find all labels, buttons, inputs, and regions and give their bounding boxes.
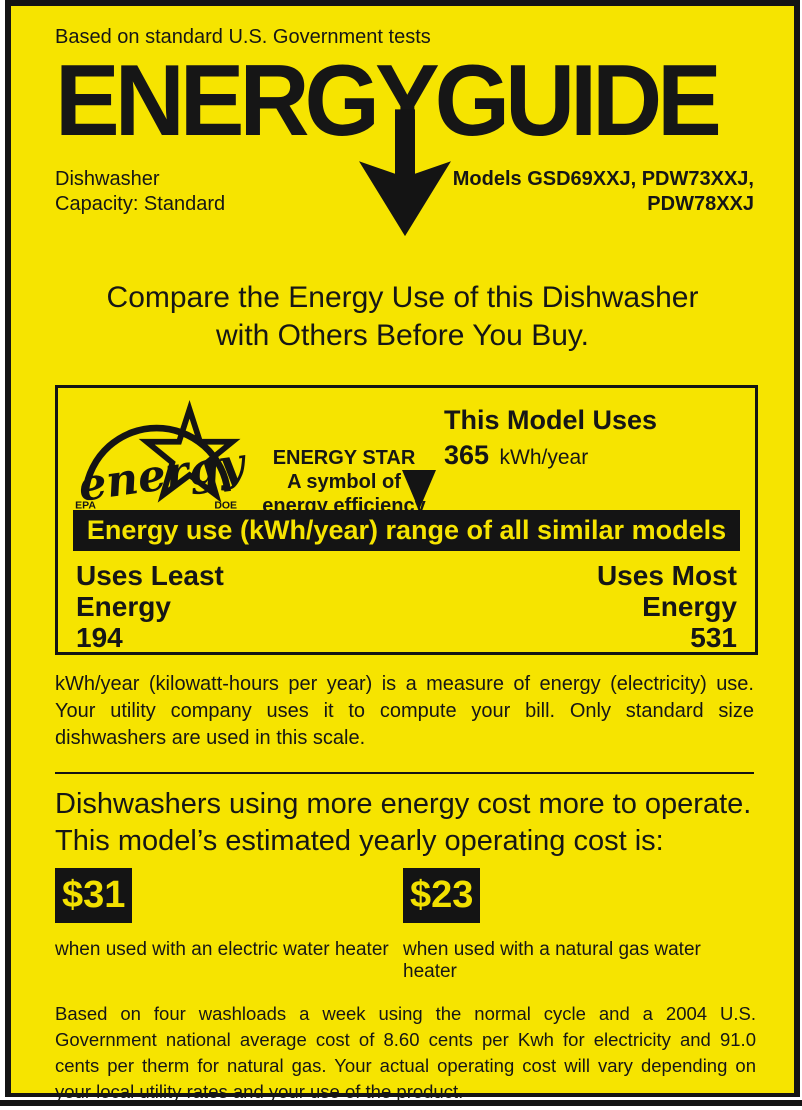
product-capacity: Capacity: Standard (55, 193, 226, 215)
energyguide-logo: ENERG Y GUIDE (55, 43, 794, 237)
uses-least-value: 194 (76, 622, 123, 653)
logo-text-guide: GUIDE (434, 43, 722, 158)
kwh-value: 365 (444, 440, 490, 470)
product-and-models-row: Dishwasher Capacity: Standard Models GSD… (55, 167, 754, 217)
kwh-explanation-paragraph: kWh/year (kilowatt-hours per year) is a … (55, 673, 754, 749)
epa-text: EPA (75, 500, 96, 511)
scale-pointer-icon (402, 470, 436, 510)
uses-most-line-1: Uses Most (596, 560, 737, 591)
range-endpoints-row: Uses Least Energy 194 Uses Most Energy 5… (76, 560, 737, 653)
gas-cost-badge: $23 (403, 868, 481, 923)
doe-text: DOE (214, 500, 237, 511)
product-type: Dishwasher (55, 168, 160, 190)
uses-least-block: Uses Least Energy 194 (76, 560, 224, 653)
bottom-border-line (0, 1100, 802, 1106)
energy-star-logo-icon: energy EPA DOE (73, 400, 248, 517)
model-uses-value: 365 kWh/year (444, 440, 657, 471)
cost-badges-row: $31 when used with an electric water hea… (55, 868, 754, 983)
model-uses-title: This Model Uses (444, 405, 658, 435)
range-bar: Energy use (kWh/year) range of all simil… (73, 510, 740, 551)
gas-cost-caption: when used with a natural gas water heate… (403, 939, 701, 982)
models-line-1: Models GSD69XXJ, PDW73XXJ, (452, 168, 754, 190)
section-divider (55, 772, 754, 774)
compare-headline: Compare the Energy Use of this Dishwashe… (11, 279, 794, 355)
uses-most-line-2: Energy (642, 591, 737, 622)
headline-line-2: with Others Before You Buy. (216, 319, 589, 352)
model-numbers: Models GSD69XXJ, PDW73XXJ, PDW78XXJ (355, 167, 754, 217)
energy-guide-label: Based on standard U.S. Government tests … (5, 0, 800, 1102)
energy-star-sub-1: A symbol of (287, 471, 401, 493)
uses-least-line-2: Energy (76, 591, 171, 622)
government-tests-note: Based on standard U.S. Government tests (55, 26, 431, 48)
energy-star-title: ENERGY STAR (272, 447, 416, 469)
logo-letter-y: Y (358, 50, 451, 237)
headline-line-1: Compare the Energy Use of this Dishwashe… (106, 281, 699, 314)
energy-comparison-box: energy EPA DOE ENERGY STAR A symbol of e… (55, 385, 758, 655)
uses-least-line-1: Uses Least (76, 560, 224, 591)
electric-cost-caption: when used with an electric water heater (55, 939, 389, 960)
logo-text-energ: ENERG (55, 43, 380, 158)
electric-cost-column: $31 when used with an electric water hea… (55, 868, 403, 983)
cost-heading-line-1: Dishwashers using more energy cost more … (55, 788, 752, 820)
energy-star-row: energy EPA DOE ENERGY STAR A symbol of e… (58, 388, 755, 518)
model-uses-block: This Model Uses 365 kWh/year (444, 404, 657, 518)
cost-heading-line-2: This model’s estimated yearly operating … (55, 825, 664, 857)
uses-most-value: 531 (690, 622, 737, 653)
kwh-unit: kWh/year (499, 446, 589, 469)
electric-cost-badge: $31 (55, 868, 133, 923)
down-arrow-icon (358, 109, 451, 237)
models-line-2: PDW78XXJ (647, 193, 754, 215)
uses-most-block: Uses Most Energy 531 (597, 560, 737, 653)
assumptions-paragraph: Based on four washloads a week using the… (55, 1003, 756, 1102)
operating-cost-heading: Dishwashers using more energy cost more … (55, 786, 754, 860)
gas-cost-column: $23 when used with a natural gas water h… (403, 868, 751, 983)
product-info: Dishwasher Capacity: Standard (55, 167, 355, 217)
